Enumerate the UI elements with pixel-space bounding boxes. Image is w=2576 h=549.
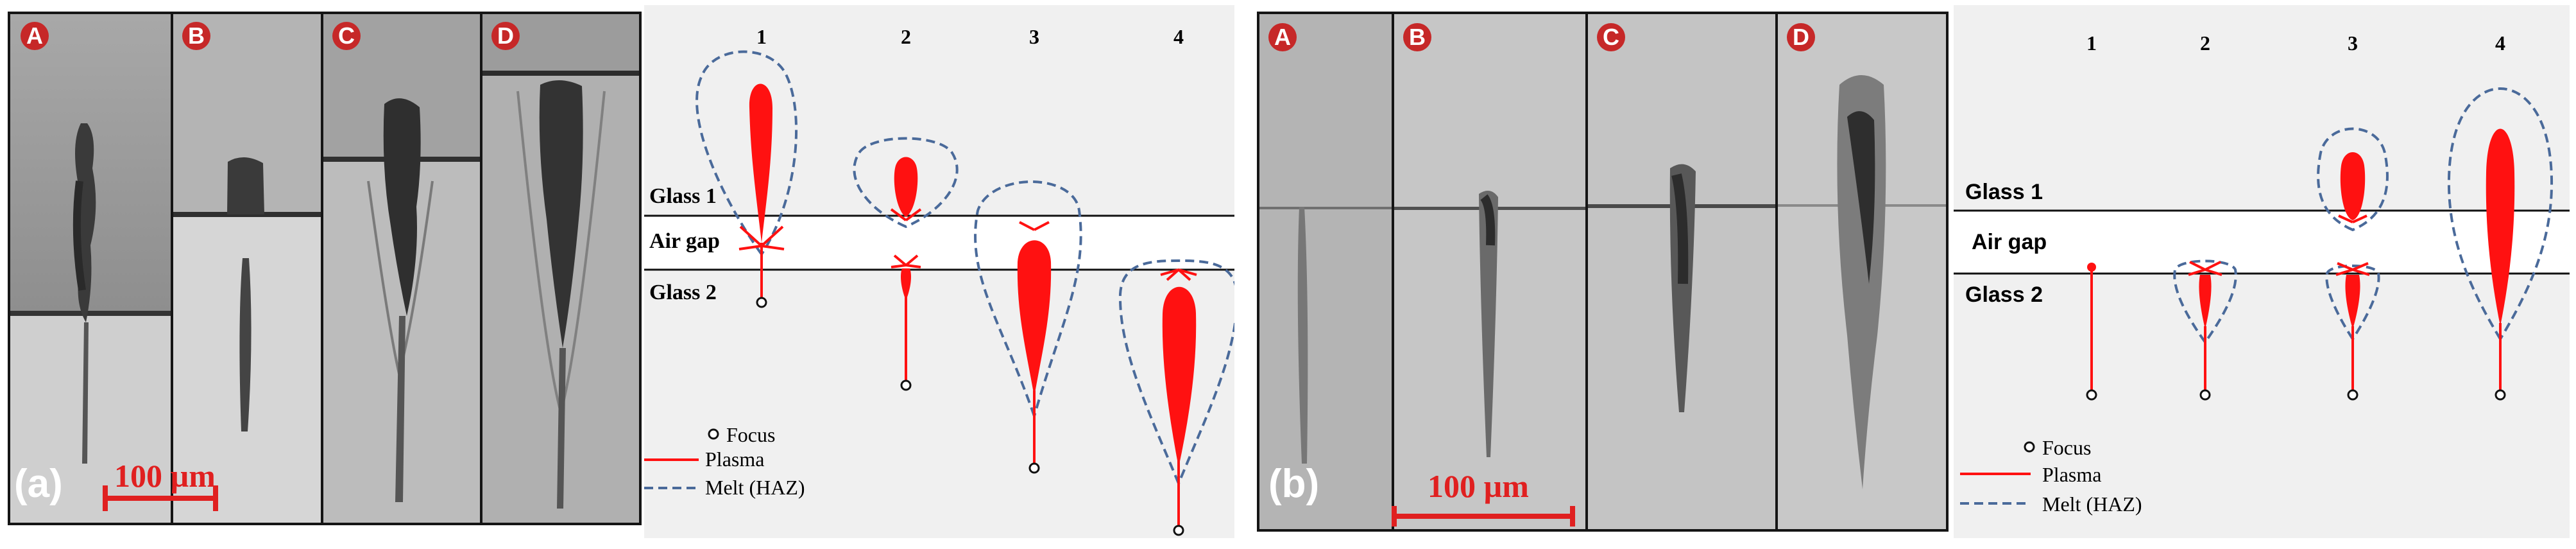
column-label-b1: 1 xyxy=(2086,31,2097,55)
diagram-a: 1 2 3 4 Glass 1 Air gap Glass 2 Focus Pl… xyxy=(644,5,1234,538)
layer-label-airgap: Air gap xyxy=(649,229,720,253)
plasma-b3-lower xyxy=(2345,275,2360,329)
scale-bar-b-label: 100 µm xyxy=(1428,468,1529,504)
column-label-b2: 2 xyxy=(2200,31,2210,55)
layer-label-b-glass1: Glass 1 xyxy=(1965,180,2043,204)
micrograph-a-1-badge: A xyxy=(21,22,49,50)
micrograph-a-2-badge: B xyxy=(182,22,210,50)
scale-bar-b xyxy=(1392,506,1575,527)
plasma-a2 xyxy=(894,157,918,217)
micrograph-b-3: C xyxy=(1585,12,1778,532)
focus-marker-b4 xyxy=(2495,389,2506,401)
micrograph-a-1: A xyxy=(8,12,173,525)
legend-b-melt: Melt (HAZ) xyxy=(2042,492,2142,516)
melt-zone-b4 xyxy=(2447,87,2554,342)
layer-label-b-airgap: Air gap xyxy=(1972,230,2047,254)
melt-zone-b2 xyxy=(2173,259,2237,345)
plasma-a3 xyxy=(1017,240,1052,397)
plasma-a2-lower xyxy=(901,268,911,301)
melt-zone-a1 xyxy=(695,50,798,257)
legend-b-focus-icon xyxy=(2024,441,2035,453)
melt-zone-b3 xyxy=(2317,127,2389,232)
micrograph-b-1-badge: A xyxy=(1268,23,1297,51)
plasma-b3 xyxy=(2340,152,2366,220)
micrograph-b-1: A xyxy=(1257,12,1394,532)
micrograph-a-4: D xyxy=(480,12,642,525)
micrograph-b-4-badge: D xyxy=(1787,23,1815,51)
focus-marker-a2 xyxy=(900,379,912,391)
micrograph-a-2: B xyxy=(171,12,323,525)
scale-bar-a xyxy=(103,485,218,511)
focus-marker-b2 xyxy=(2199,389,2211,401)
micrograph-b-2: B xyxy=(1392,12,1588,532)
micrograph-b-2-badge: B xyxy=(1403,23,1431,51)
panel-b-label: (b) xyxy=(1268,462,1320,506)
focus-marker-b1 xyxy=(2086,389,2097,401)
micrograph-a-4-badge: D xyxy=(491,22,520,50)
melt-zone-a3 xyxy=(974,180,1082,421)
legend-plasma: Plasma xyxy=(705,448,764,471)
plasma-a4 xyxy=(1162,286,1197,467)
focus-marker-a4 xyxy=(1173,525,1184,536)
melt-zone-b3-lower xyxy=(2325,265,2380,342)
scale-bar-a-label: 100 µm xyxy=(114,458,216,494)
plasma-a1 xyxy=(749,83,772,243)
layer-label-b-glass2: Glass 2 xyxy=(1965,283,2043,307)
legend-focus: Focus xyxy=(726,423,775,446)
layer-label-glass1: Glass 1 xyxy=(649,184,717,208)
diagram-b: 1 2 3 4 Glass 1 Air gap Glass 2 Focus Pl… xyxy=(1954,5,2570,538)
plasma-b2 xyxy=(2199,275,2212,329)
panel-a-label: (a) xyxy=(14,462,63,506)
legend-melt: Melt (HAZ) xyxy=(705,476,805,499)
legend-b-plasma: Plasma xyxy=(2042,463,2101,486)
panel-a: A B C D xyxy=(0,0,1238,549)
plasma-b4 xyxy=(2486,128,2515,326)
micrograph-a-3: C xyxy=(321,12,482,525)
melt-zone-a4 xyxy=(1118,259,1234,487)
column-label-a3: 3 xyxy=(1029,25,1039,48)
melt-zone-a2 xyxy=(853,137,959,229)
legend-focus-icon xyxy=(708,428,719,440)
micrograph-b-4: D xyxy=(1775,12,1949,532)
column-label-b3: 3 xyxy=(2348,31,2358,55)
column-label-a2: 2 xyxy=(901,25,911,48)
focus-marker-a3 xyxy=(1028,462,1040,474)
legend-b-focus: Focus xyxy=(2042,436,2091,459)
micrograph-a-3-badge: C xyxy=(332,22,361,50)
focus-marker-b3 xyxy=(2347,389,2358,401)
column-label-a1: 1 xyxy=(756,25,767,48)
panel-b: A B C D (b) 100 xyxy=(1254,0,2576,549)
focus-marker-a1 xyxy=(756,297,767,308)
column-label-a4: 4 xyxy=(1173,25,1184,48)
column-label-b4: 4 xyxy=(2495,31,2505,55)
micrograph-b-3-badge: C xyxy=(1597,23,1625,51)
layer-label-glass2: Glass 2 xyxy=(649,281,717,304)
